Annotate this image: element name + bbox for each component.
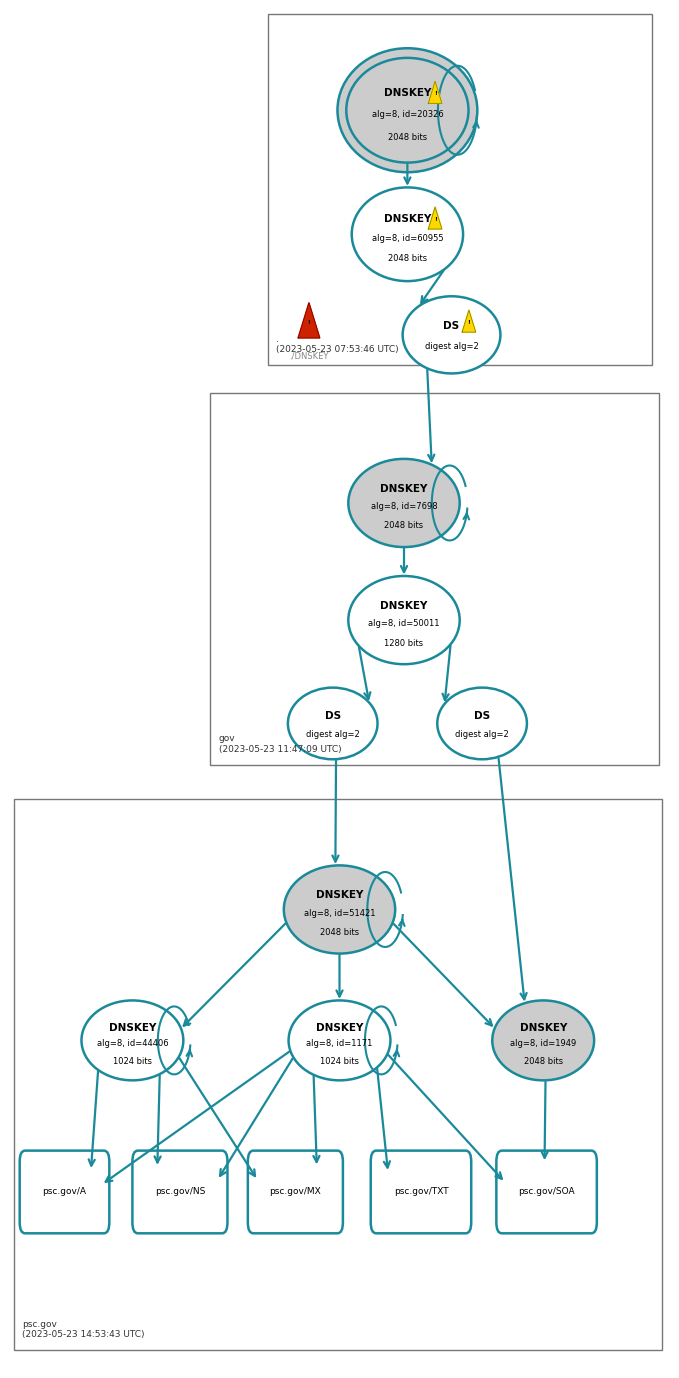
Text: !: ! bbox=[308, 320, 310, 325]
Text: 2048 bits: 2048 bits bbox=[388, 254, 427, 263]
Ellipse shape bbox=[289, 1000, 390, 1080]
Ellipse shape bbox=[288, 688, 378, 759]
Ellipse shape bbox=[348, 459, 460, 547]
Text: ./DNSKEY: ./DNSKEY bbox=[289, 351, 329, 361]
Ellipse shape bbox=[284, 865, 395, 954]
Text: DNSKEY: DNSKEY bbox=[316, 890, 363, 900]
Ellipse shape bbox=[437, 688, 527, 759]
Text: digest alg=2: digest alg=2 bbox=[455, 730, 509, 739]
Text: DS: DS bbox=[325, 711, 341, 721]
Text: alg=8, id=7698: alg=8, id=7698 bbox=[371, 502, 437, 511]
Polygon shape bbox=[428, 207, 442, 229]
Ellipse shape bbox=[346, 58, 469, 163]
FancyBboxPatch shape bbox=[248, 1151, 343, 1233]
Text: psc.gov/NS: psc.gov/NS bbox=[155, 1188, 205, 1196]
Text: 1024 bits: 1024 bits bbox=[320, 1057, 359, 1065]
Text: 2048 bits: 2048 bits bbox=[384, 521, 424, 531]
Text: alg=8, id=51421: alg=8, id=51421 bbox=[304, 908, 375, 918]
Text: DS: DS bbox=[443, 321, 460, 331]
FancyBboxPatch shape bbox=[496, 1151, 597, 1233]
Text: .
(2023-05-23 07:53:46 UTC): . (2023-05-23 07:53:46 UTC) bbox=[276, 335, 399, 354]
FancyBboxPatch shape bbox=[132, 1151, 227, 1233]
Text: DNSKEY: DNSKEY bbox=[316, 1022, 363, 1032]
Text: !: ! bbox=[434, 91, 437, 96]
Text: digest alg=2: digest alg=2 bbox=[424, 342, 479, 351]
Text: alg=8, id=1171: alg=8, id=1171 bbox=[306, 1039, 373, 1049]
Ellipse shape bbox=[337, 48, 477, 172]
FancyBboxPatch shape bbox=[20, 1151, 109, 1233]
Polygon shape bbox=[298, 303, 320, 338]
Text: 2048 bits: 2048 bits bbox=[524, 1057, 563, 1065]
Text: 1280 bits: 1280 bits bbox=[384, 638, 424, 648]
FancyBboxPatch shape bbox=[210, 393, 659, 765]
FancyBboxPatch shape bbox=[268, 14, 652, 365]
Ellipse shape bbox=[81, 1000, 183, 1080]
Text: DNSKEY: DNSKEY bbox=[519, 1022, 567, 1032]
Ellipse shape bbox=[352, 187, 463, 281]
Text: DNSKEY: DNSKEY bbox=[380, 484, 428, 493]
Text: gov
(2023-05-23 11:47:09 UTC): gov (2023-05-23 11:47:09 UTC) bbox=[219, 734, 342, 754]
Ellipse shape bbox=[492, 1000, 594, 1080]
Text: 2048 bits: 2048 bits bbox=[320, 927, 359, 937]
Polygon shape bbox=[462, 310, 476, 332]
Text: DNSKEY: DNSKEY bbox=[384, 88, 431, 98]
Text: psc.gov/TXT: psc.gov/TXT bbox=[394, 1188, 448, 1196]
Text: digest alg=2: digest alg=2 bbox=[306, 730, 360, 739]
Text: !: ! bbox=[467, 320, 471, 325]
Text: alg=8, id=60955: alg=8, id=60955 bbox=[371, 233, 443, 243]
Text: DNSKEY: DNSKEY bbox=[380, 601, 428, 610]
Text: psc.gov/SOA: psc.gov/SOA bbox=[518, 1188, 575, 1196]
Ellipse shape bbox=[403, 296, 500, 373]
Text: 2048 bits: 2048 bits bbox=[388, 132, 427, 142]
Text: alg=8, id=44406: alg=8, id=44406 bbox=[96, 1039, 168, 1049]
Ellipse shape bbox=[348, 576, 460, 664]
Text: DNSKEY: DNSKEY bbox=[384, 214, 431, 225]
Polygon shape bbox=[428, 81, 442, 103]
Text: psc.gov
(2023-05-23 14:53:43 UTC): psc.gov (2023-05-23 14:53:43 UTC) bbox=[22, 1320, 144, 1339]
Text: 1024 bits: 1024 bits bbox=[113, 1057, 152, 1065]
Text: DS: DS bbox=[474, 711, 490, 721]
Text: psc.gov/MX: psc.gov/MX bbox=[270, 1188, 321, 1196]
Text: psc.gov/A: psc.gov/A bbox=[43, 1188, 86, 1196]
FancyBboxPatch shape bbox=[371, 1151, 471, 1233]
Text: alg=8, id=50011: alg=8, id=50011 bbox=[368, 619, 440, 628]
Text: alg=8, id=20326: alg=8, id=20326 bbox=[371, 110, 443, 119]
FancyBboxPatch shape bbox=[14, 799, 662, 1350]
Text: !: ! bbox=[434, 216, 437, 222]
Text: DNSKEY: DNSKEY bbox=[109, 1022, 156, 1032]
Text: alg=8, id=1949: alg=8, id=1949 bbox=[510, 1039, 576, 1049]
